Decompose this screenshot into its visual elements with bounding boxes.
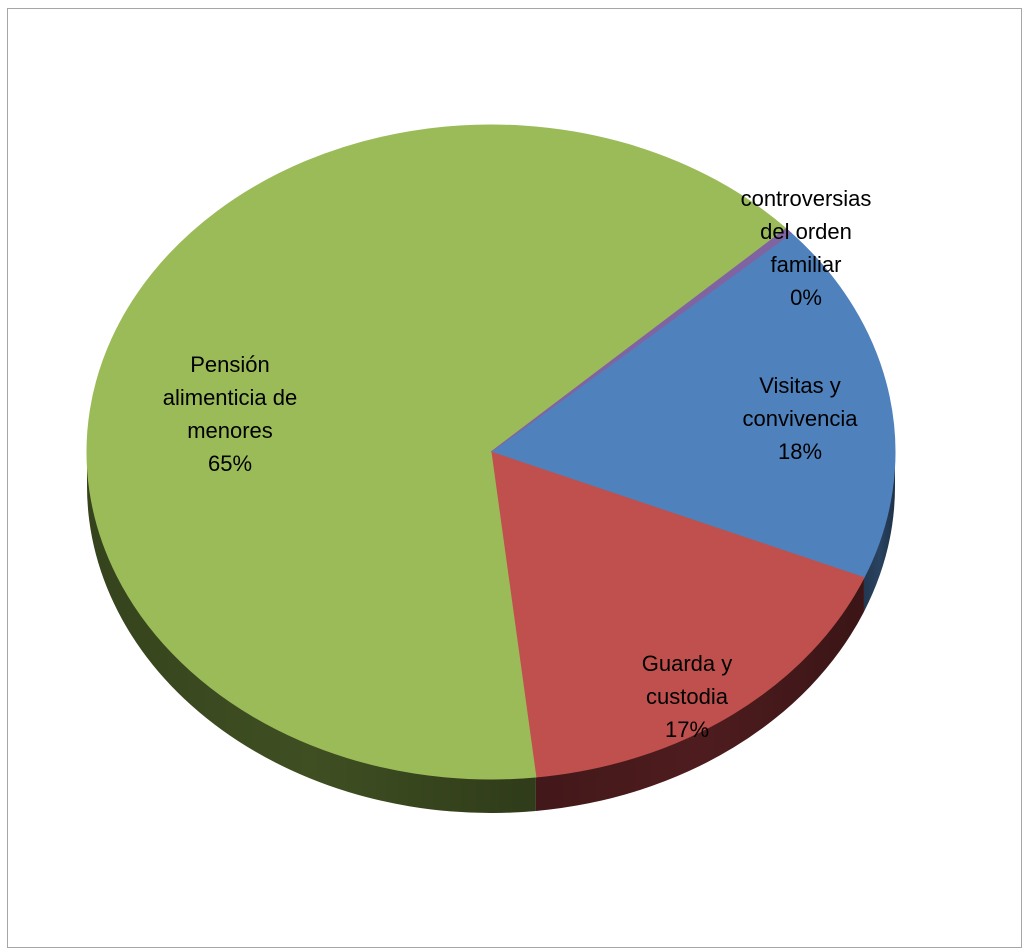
slice-label-1: Guarda y custodia 17% <box>642 651 733 742</box>
pie-slice-3 <box>490 228 793 453</box>
slice-label-1-line-2: 17% <box>665 717 709 742</box>
pie-labels: Visitas y convivencia 18% Guarda y custodia 1… <box>163 186 872 742</box>
pie-slice-1 <box>490 451 865 778</box>
slice-label-1-line-0: Guarda y <box>642 651 733 676</box>
slice-label-3-line-2: familiar <box>771 252 842 277</box>
slice-label-2-line-3: 65% <box>208 451 252 476</box>
pie-tops <box>86 124 896 780</box>
slice-label-2-line-1: alimenticia de <box>163 385 298 410</box>
pie-sides <box>87 452 895 813</box>
slice-label-0-line-2: 18% <box>778 439 822 464</box>
slice-label-3-line-3: 0% <box>790 285 822 310</box>
slice-label-0: Visitas y convivencia 18% <box>743 373 859 464</box>
slice-label-3-line-0: controversias <box>741 186 872 211</box>
slice-label-0-line-1: convivencia <box>743 406 859 431</box>
slice-label-3: controversias del orden familiar 0% <box>741 186 872 310</box>
slice-label-3-line-1: del orden <box>760 219 852 244</box>
slice-label-2-line-2: menores <box>187 418 273 443</box>
slice-label-1-line-1: custodia <box>646 684 729 709</box>
pie-side-shade-1-0 <box>535 577 864 811</box>
slice-label-2: Pensión alimenticia de menores 65% <box>163 352 298 476</box>
pie-slice-2 <box>86 124 787 780</box>
slice-label-0-line-0: Visitas y <box>759 373 841 398</box>
slice-label-2-line-0: Pensión <box>190 352 270 377</box>
pie-slice-0 <box>489 232 896 579</box>
pie-side-shade-0-0 <box>863 452 895 612</box>
